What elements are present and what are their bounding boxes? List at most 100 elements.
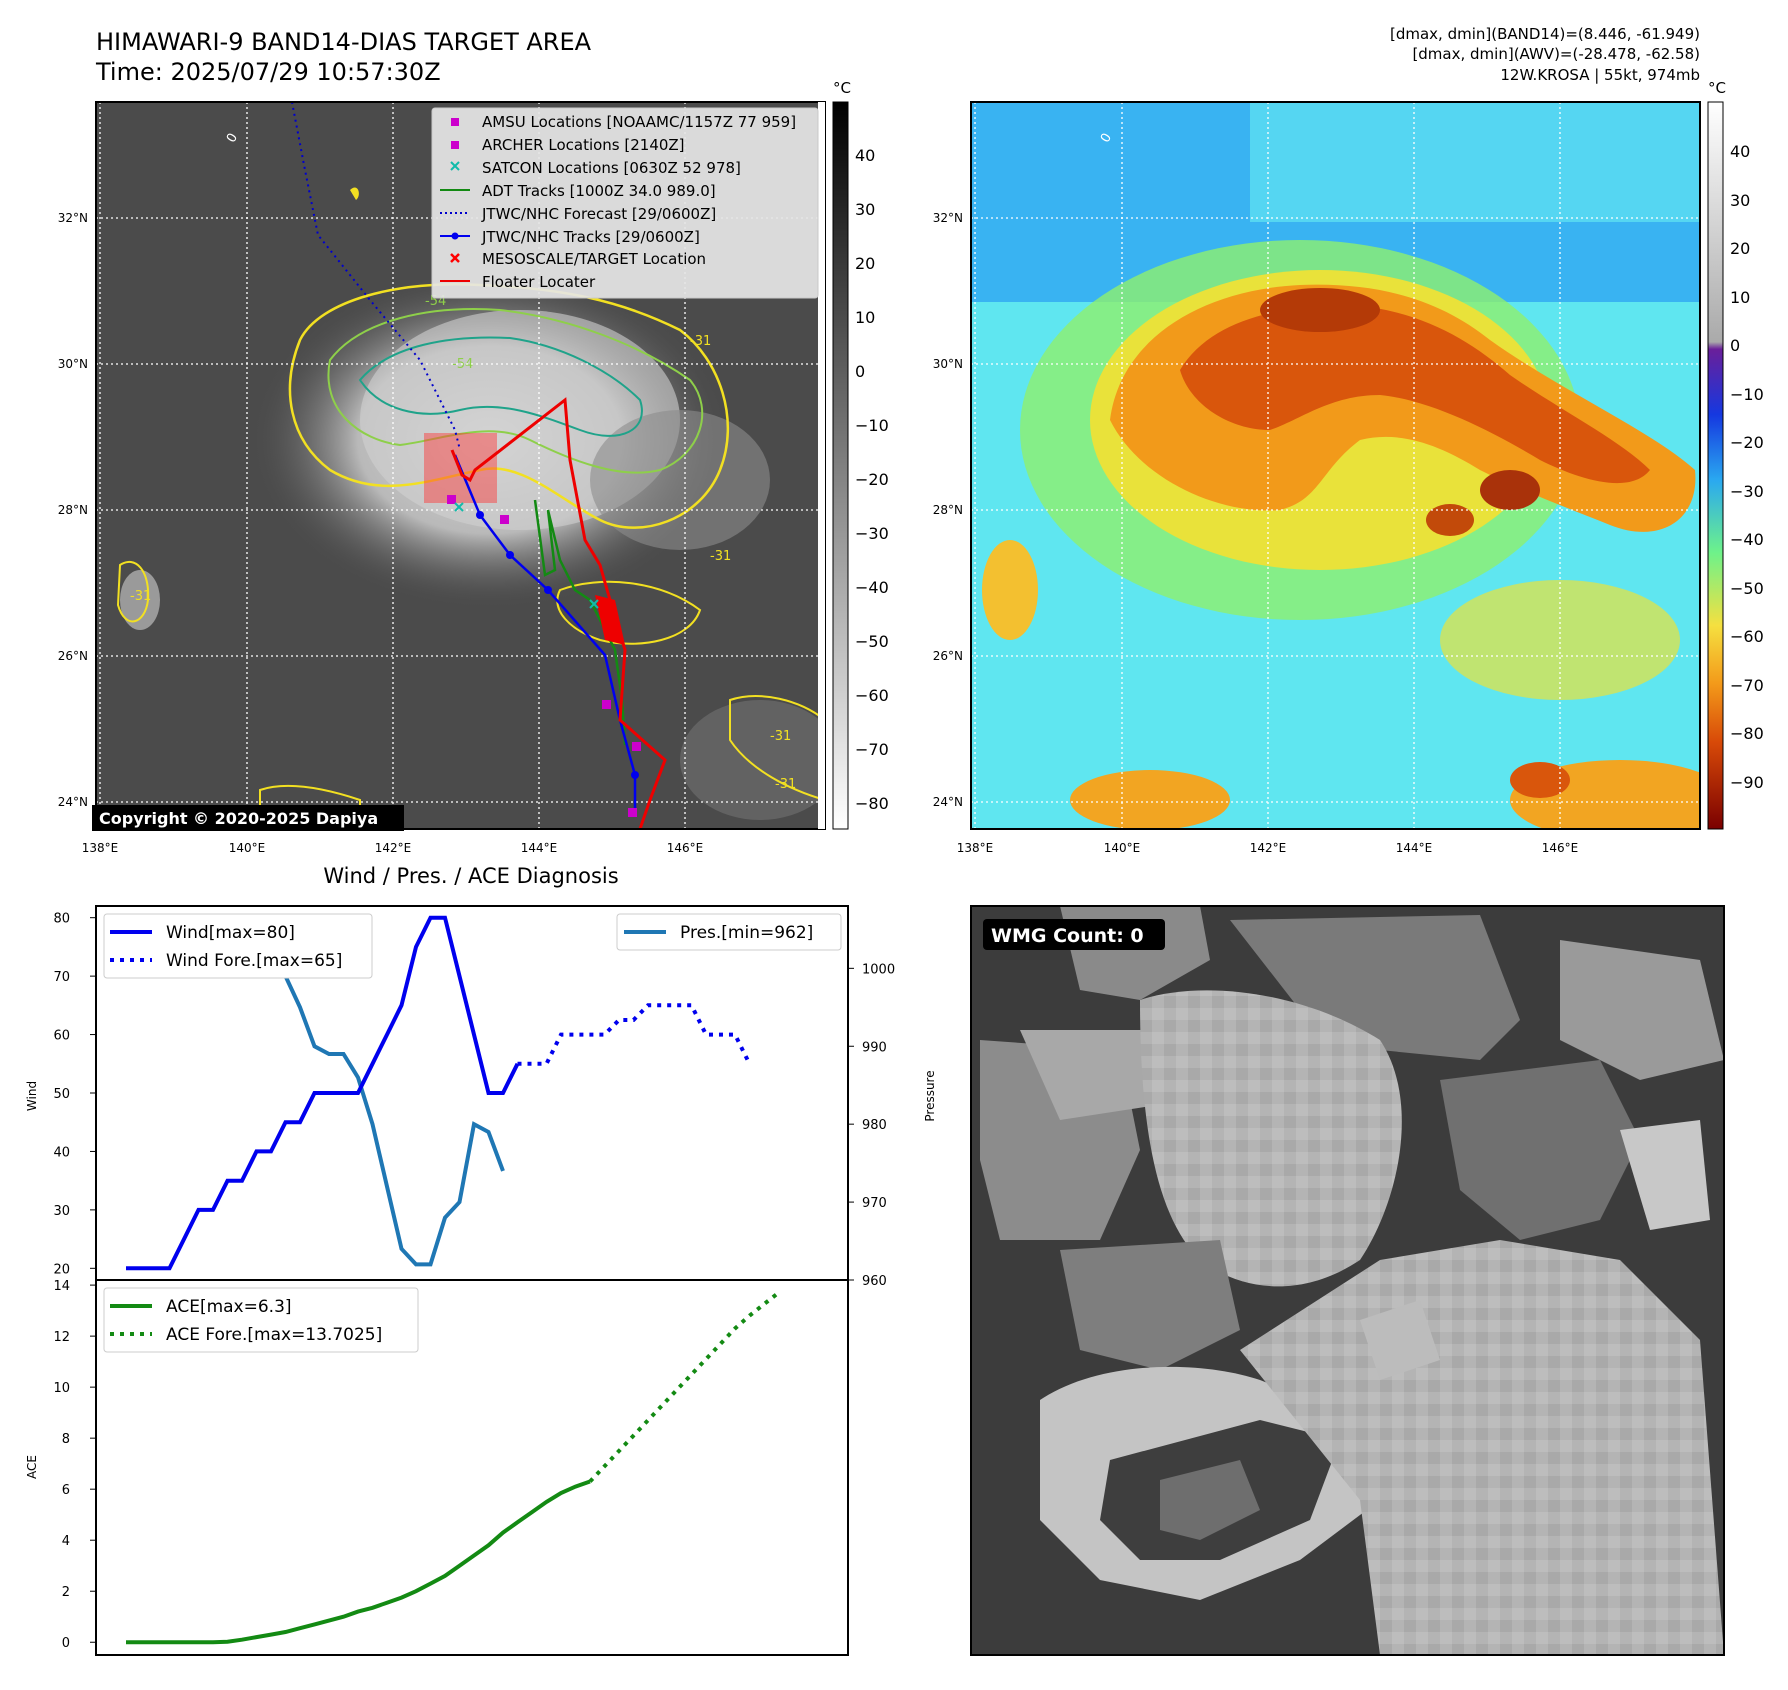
colorbar-tick: −10 [1730, 385, 1764, 404]
lat-tick: 30°N [933, 357, 963, 371]
lat-tick: 26°N [933, 649, 963, 663]
colorbar-tick: −40 [855, 578, 889, 597]
ace-axis-label: ACE [25, 1455, 39, 1479]
ace-chart: ACE 14 12 10 8 6 4 2 0 ACE[max=6.3] ACE Fore.[m… [25, 1279, 849, 1656]
legend-ace: ACE[max=6.3] [166, 1297, 292, 1317]
wind-pressure-chart: Wind Pressure 80 70 60 50 40 30 20 1000 990 980 9… [25, 905, 937, 1289]
lat-tick: 32°N [58, 211, 88, 225]
lon-tick: 146°E [1542, 841, 1579, 855]
contour-label: -31 [710, 549, 731, 564]
y-tick-label: 6 [62, 1483, 70, 1498]
lat-tick: 24°N [933, 795, 963, 809]
adt-track [533, 499, 627, 746]
y-tick-label: 70 [53, 970, 70, 985]
colorbar-tick: −70 [1730, 676, 1764, 695]
jtwc-track [453, 454, 637, 810]
legend-label: SATCON Locations [0630Z 52 978] [482, 159, 741, 177]
y-tick-label: 40 [53, 1145, 70, 1160]
y-tick-label: 8 [62, 1432, 70, 1447]
colorbar-tick: −60 [855, 686, 889, 705]
legend-wind-fore: Wind Fore.[max=65] [166, 951, 342, 971]
color-ir-map-panel: 0 32°N 30°N 28°N 26°N 24°N 138°E 140°E 1… [933, 101, 1701, 855]
colorbar-tick: −30 [855, 524, 889, 543]
lat-tick: 26°N [58, 649, 88, 663]
lon-tick: 142°E [375, 841, 412, 855]
y-tick-label: 980 [862, 1118, 887, 1133]
lat-tick: 30°N [58, 357, 88, 371]
colorbar-tick: 10 [855, 308, 875, 327]
y-tick-label: 990 [862, 1040, 887, 1055]
lat-tick: 28°N [933, 503, 963, 517]
legend-label: ARCHER Locations [2140Z] [482, 136, 685, 154]
colorbar-tick: −80 [1730, 724, 1764, 743]
lon-tick: 144°E [521, 841, 558, 855]
figure-time: Time: 2025/07/29 10:57:30Z [95, 58, 441, 86]
copyright-text: Copyright © 2020-2025 Dapiya [99, 809, 378, 828]
colorbar-tick: 10 [1730, 288, 1750, 307]
colorbar-tick: −50 [1730, 579, 1764, 598]
colorbar-tick: 30 [855, 200, 875, 219]
colorbar-tick: −20 [1730, 433, 1764, 452]
y-tick-label: 60 [53, 1029, 70, 1044]
y-tick-label: 1000 [862, 962, 895, 977]
colorbar-tick: −30 [1730, 482, 1764, 501]
lon-tick: 138°E [957, 841, 994, 855]
map-legend: AMSU Locations [NOAAMC/1157Z 77 959] ARC… [431, 107, 819, 299]
series-line [517, 1003, 752, 1066]
y-tick-label: 10 [53, 1381, 70, 1396]
lat-tick: 24°N [58, 795, 88, 809]
lon-tick: 144°E [1396, 841, 1433, 855]
colorbar-tick: 30 [1730, 191, 1750, 210]
y-tick-label: 14 [53, 1279, 70, 1294]
color-colorbar: °C 40 30 20 10 0 −10 −20 −30 −40 −50 −60… [1707, 79, 1764, 830]
y-tick-label: 0 [62, 1636, 70, 1651]
legend-label: JTWC/NHC Forecast [29/0600Z] [481, 205, 716, 223]
wind-axis-label: Wind [25, 1081, 39, 1111]
colorbar-tick: −70 [855, 740, 889, 759]
series-line [126, 915, 520, 1271]
diagnosis-title: Wind / Pres. / ACE Diagnosis [323, 864, 618, 888]
colorbar-tick: 20 [855, 254, 875, 273]
colorbar-tick: 0 [855, 362, 865, 381]
gray-colorbar: °C 40 30 20 10 0 −10 −20 −30 −40 −50 −60… [832, 79, 889, 830]
floater-track [450, 397, 667, 829]
lon-tick: 142°E [1250, 841, 1287, 855]
colorbar-tick: −50 [855, 632, 889, 651]
colorbar-tick: 40 [855, 146, 875, 165]
legend-ace-fore: ACE Fore.[max=13.7025] [166, 1325, 382, 1345]
lon-tick: 146°E [667, 841, 704, 855]
colorbar-tick: −40 [1730, 530, 1764, 549]
colorbar-tick: −60 [1730, 627, 1764, 646]
lat-tick: 28°N [58, 503, 88, 517]
contour-label: -31 [130, 589, 151, 604]
y-tick-label: 2 [62, 1585, 70, 1600]
lat-tick: 32°N [933, 211, 963, 225]
legend-label: MESOSCALE/TARGET Location [482, 250, 706, 268]
y-tick-label: 970 [862, 1196, 887, 1211]
colorbar-tick: −90 [1730, 773, 1764, 792]
y-tick-label: 12 [53, 1330, 70, 1345]
colorbar-tick: 20 [1730, 239, 1750, 258]
lon-tick: 138°E [82, 841, 119, 855]
contour-label: -31 [770, 729, 791, 744]
wmg-panel: WMG Count: 0 [970, 905, 1725, 1656]
colorbar-unit: °C [833, 79, 851, 97]
stat-line-3: 12W.KROSA | 55kt, 974mb [1500, 66, 1700, 84]
legend-pressure: Pres.[min=962] [680, 923, 813, 943]
y-tick-label: 20 [53, 1262, 70, 1277]
stat-line-1: [dmax, dmin](BAND14)=(8.446, -61.949) [1390, 25, 1700, 43]
legend-label: ADT Tracks [1000Z 34.0 989.0] [482, 182, 716, 200]
colorbar-tick: −80 [855, 794, 889, 813]
contour-label: -31 [775, 777, 796, 792]
y-tick-label: 30 [53, 1204, 70, 1219]
pressure-axis-label: Pressure [923, 1070, 937, 1121]
legend-label: Floater Locater [482, 273, 596, 291]
legend-wind: Wind[max=80] [166, 923, 295, 943]
colorbar-tick: 40 [1730, 142, 1750, 161]
colorbar-unit: °C [1708, 79, 1726, 97]
lon-tick: 140°E [1104, 841, 1141, 855]
wmg-count-label: WMG Count: 0 [991, 925, 1144, 947]
colorbar-tick: −20 [855, 470, 889, 489]
copyright-badge [92, 805, 404, 831]
